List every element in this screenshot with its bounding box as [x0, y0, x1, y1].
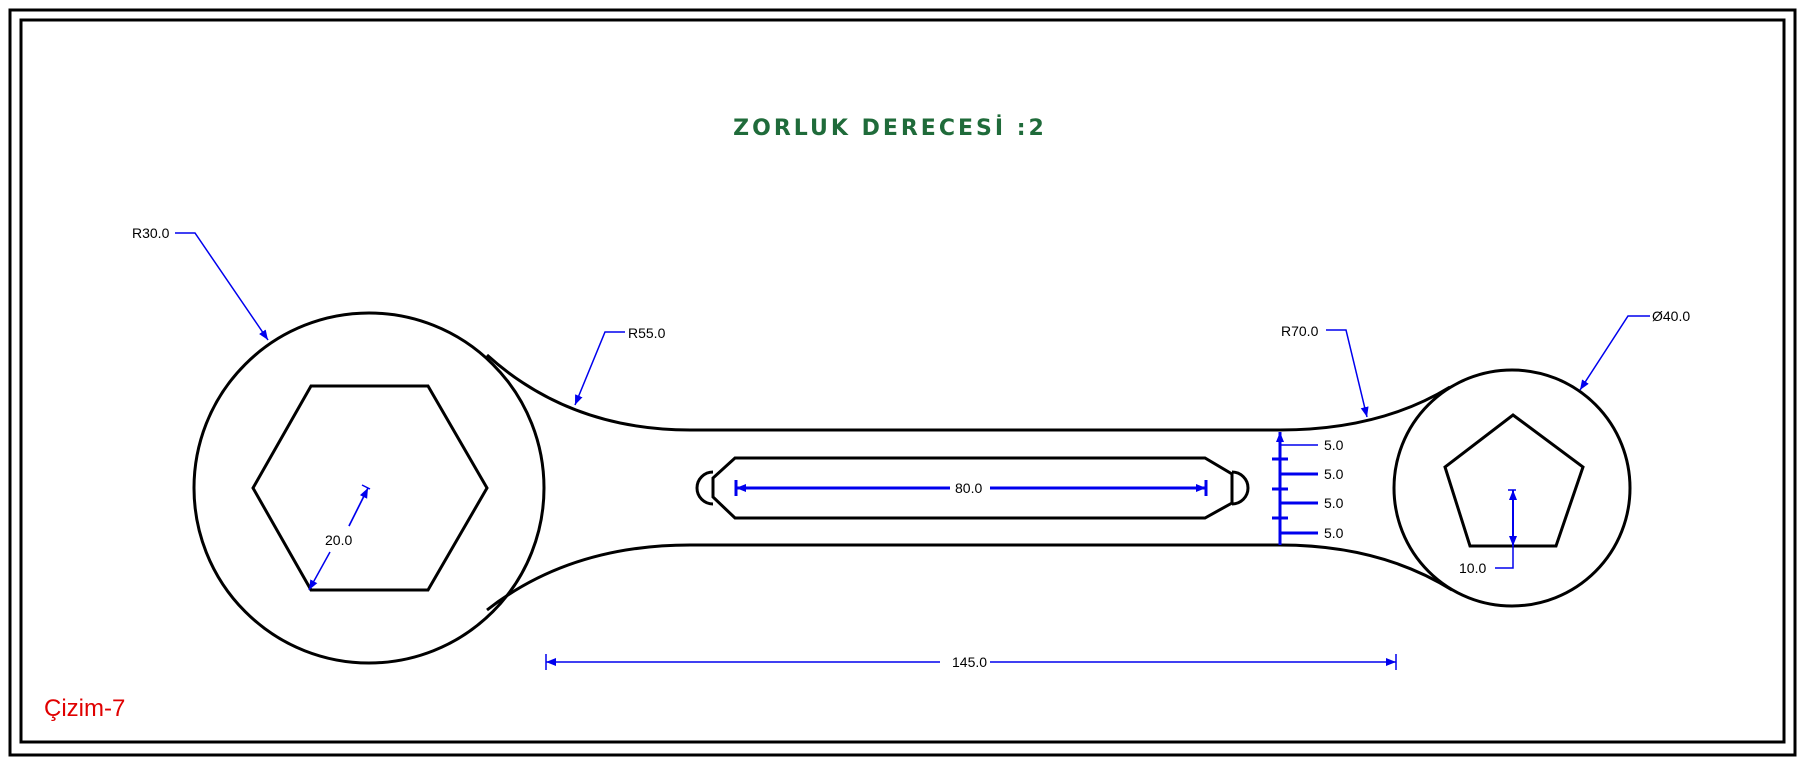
lower-right-fillet-arc	[1279, 543, 1453, 592]
upper-right-fillet-arc	[1279, 385, 1451, 432]
r70-leader	[1326, 329, 1369, 418]
overall-length-label: 145.0	[952, 654, 987, 670]
sheet-label: Çizim-7	[44, 695, 125, 722]
pent-dim-leader	[1495, 546, 1514, 569]
slot-length-label: 80.0	[955, 480, 982, 496]
outer-frame	[8, 8, 1797, 757]
hex-dim-tick	[361, 484, 371, 490]
step-label-4: 5.0	[1324, 525, 1344, 541]
inner-frame	[19, 18, 1786, 744]
step-label-3: 5.0	[1324, 495, 1344, 511]
slot-right-cap	[1231, 470, 1250, 506]
r70-label: R70.0	[1281, 323, 1319, 339]
small-circle	[1392, 368, 1632, 608]
dimension-layer	[175, 232, 1650, 670]
drawing-title: ZORLUK DERECESİ :2	[733, 115, 1047, 141]
upper-left-fillet-arc	[485, 353, 691, 432]
hex-dim-arrow-a	[348, 487, 369, 527]
r55-label: R55.0	[628, 325, 666, 341]
hex-size-label: 20.0	[325, 532, 352, 548]
step-label-1: 5.0	[1324, 437, 1344, 453]
lower-left-fillet-arc	[486, 543, 691, 612]
r30-leader	[175, 232, 269, 341]
step-label-2: 5.0	[1324, 466, 1344, 482]
big-circle	[192, 311, 546, 665]
r30-label: R30.0	[132, 225, 170, 241]
dimension-labels: R30.0 R55.0 R70.0 Ø40.0 20.0 80.0 5.0 5.…	[132, 225, 1690, 670]
d40-leader	[1579, 315, 1650, 391]
d40-label: Ø40.0	[1652, 308, 1690, 324]
pentagon-size-label: 10.0	[1459, 560, 1486, 576]
hexagon	[251, 384, 489, 592]
hex-dim-arrow-b	[308, 551, 331, 591]
slot-left-cap	[695, 470, 714, 506]
r55-leader	[574, 331, 625, 406]
